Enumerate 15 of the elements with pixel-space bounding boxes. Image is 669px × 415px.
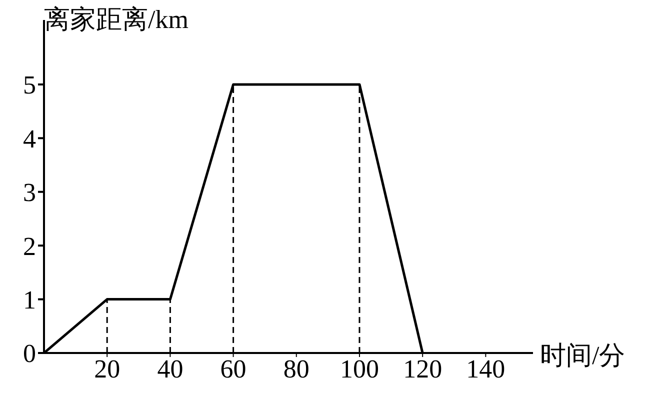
y-tick-label: 2 bbox=[23, 232, 36, 261]
x-tick-label: 120 bbox=[403, 354, 442, 384]
x-tick-label: 20 bbox=[94, 354, 120, 384]
y-tick-label: 4 bbox=[23, 124, 36, 154]
y-axis-title: 离家距离/km bbox=[44, 4, 188, 36]
x-tick-label: 140 bbox=[466, 354, 506, 384]
x-tick-label: 60 bbox=[220, 354, 246, 384]
x-tick-label: 80 bbox=[283, 354, 310, 384]
y-tick-label: 0 bbox=[23, 339, 36, 368]
y-tick-label: 1 bbox=[23, 286, 36, 315]
x-tick-label: 40 bbox=[157, 354, 184, 384]
y-tick-label: 5 bbox=[23, 70, 36, 100]
x-tick-label: 100 bbox=[340, 354, 379, 384]
x-axis-title: 时间/分 bbox=[540, 340, 626, 372]
y-tick-label: 3 bbox=[23, 178, 36, 208]
